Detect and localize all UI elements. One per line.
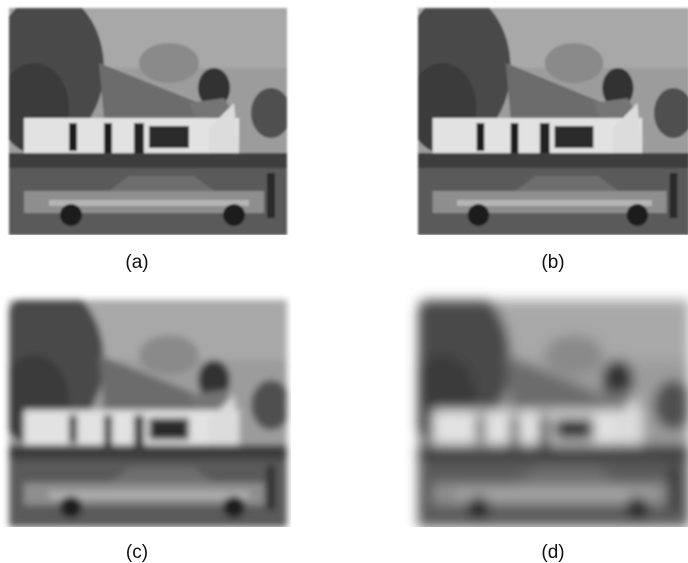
photo [403, 0, 688, 235]
panel-label: (a) [125, 252, 148, 273]
panel-label: (b) [541, 252, 564, 273]
photo [403, 285, 688, 527]
image-b [403, 0, 688, 235]
photo [0, 0, 291, 235]
image-d [403, 285, 688, 527]
image-c [0, 285, 291, 527]
image-a [0, 0, 291, 235]
panel-label: (c) [126, 542, 148, 563]
figure: (a) (b) (c) (d) [0, 0, 688, 563]
panel-label: (d) [541, 542, 564, 563]
photo [0, 285, 291, 527]
